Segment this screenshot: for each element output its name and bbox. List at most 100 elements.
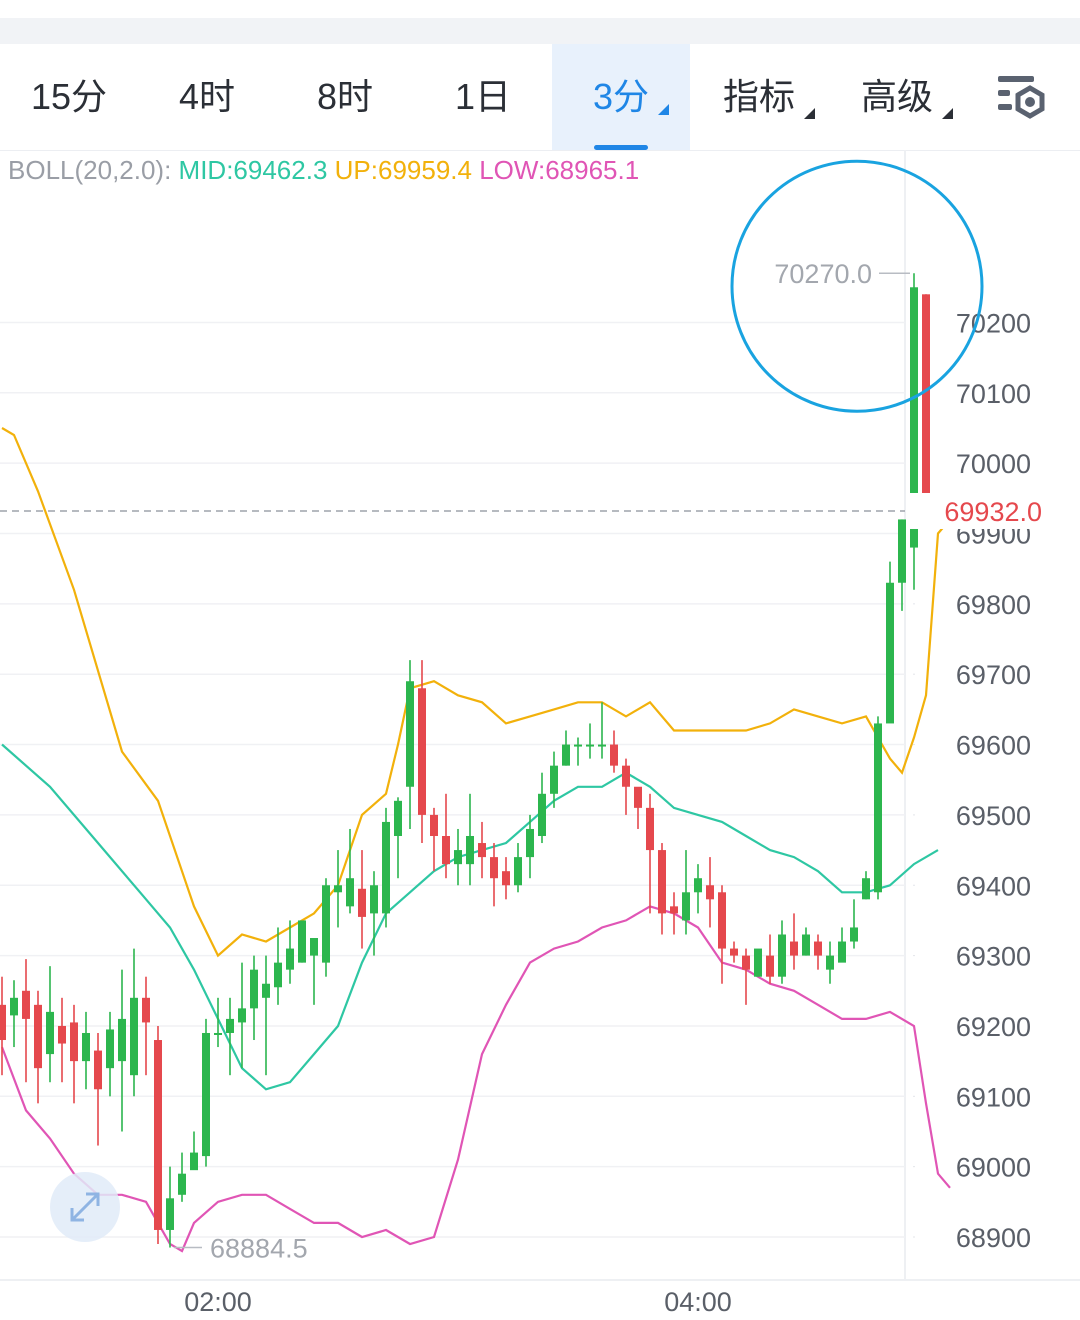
current-price-label: 69932.0	[944, 497, 1042, 527]
candle-body	[214, 1032, 222, 1035]
candle-body	[154, 1040, 162, 1230]
candle-body	[706, 885, 714, 900]
chart-settings-icon[interactable]	[990, 70, 1050, 126]
tab-15min[interactable]: 15分	[30, 76, 108, 117]
candle-body	[22, 990, 30, 1019]
candle-body	[106, 1029, 114, 1069]
candle-body	[442, 836, 450, 865]
candle-body	[418, 688, 426, 815]
status-strip	[0, 0, 1080, 18]
candle-body	[466, 836, 474, 865]
boll-low-value: LOW:68965.1	[479, 155, 640, 185]
tab-indicators-label: 指标	[722, 76, 795, 117]
candle-body	[190, 1152, 198, 1171]
tab-3min[interactable]: 3分	[552, 44, 690, 150]
candle-body	[406, 681, 414, 787]
y-tick-label: 69800	[956, 590, 1031, 620]
candle-body	[646, 807, 654, 851]
candle-body	[286, 948, 294, 970]
candle-body	[682, 892, 690, 921]
y-tick-label: 69000	[956, 1153, 1031, 1183]
x-tick-label: 02:00	[184, 1287, 252, 1317]
candle-body	[634, 786, 642, 808]
candle-body	[490, 857, 498, 879]
y-tick-label: 69700	[956, 660, 1031, 690]
y-tick-label: 69400	[956, 871, 1031, 901]
candle-body	[802, 934, 810, 956]
candle-body	[826, 955, 834, 970]
candle-body	[514, 857, 522, 886]
candle-body	[178, 1173, 186, 1195]
candlestick-chart[interactable]: 7020070100700006990069800697006960069500…	[0, 150, 1080, 1320]
min-price-label: 68884.5	[210, 1234, 308, 1264]
candle-body	[766, 955, 774, 977]
tab-1d[interactable]: 1日	[454, 76, 512, 117]
candle-body	[142, 997, 150, 1023]
candle-body	[742, 955, 750, 970]
candle-body	[550, 765, 558, 794]
candle-body	[370, 885, 378, 914]
candle-body	[358, 888, 366, 917]
candle-body	[46, 1011, 54, 1055]
candle-body	[694, 878, 702, 893]
y-tick-label: 69300	[956, 942, 1031, 972]
candle-body	[502, 871, 510, 886]
candle-body	[862, 878, 870, 900]
candle-body	[10, 997, 18, 1016]
candle-body	[838, 941, 846, 963]
tab-4h[interactable]: 4时	[178, 76, 236, 117]
candle-body	[322, 885, 330, 963]
y-tick-label: 70000	[956, 449, 1031, 479]
candle-body	[562, 744, 570, 766]
y-tick-label: 68900	[956, 1223, 1031, 1253]
candle-body	[334, 885, 342, 893]
y-tick-label: 69500	[956, 801, 1031, 831]
y-tick-label: 69100	[956, 1082, 1031, 1112]
candle-body	[118, 1018, 126, 1062]
tab-3min-label: 3分	[592, 76, 650, 117]
candle-body	[274, 962, 282, 988]
tab-advanced-label: 高级	[860, 76, 933, 117]
candle-body	[886, 582, 894, 724]
candle-body	[250, 969, 258, 1009]
candle-body	[778, 934, 786, 977]
candle-body	[790, 941, 798, 956]
candle-body	[298, 920, 306, 963]
candle-body	[898, 519, 906, 583]
candle-body	[910, 287, 918, 548]
candle-body	[658, 850, 666, 914]
candle-body	[82, 1032, 90, 1062]
candle-body	[610, 744, 618, 766]
max-price-label: 70270.0	[774, 259, 872, 289]
candle-body	[310, 938, 318, 956]
boll-mid-value: MID:69462.3	[178, 155, 328, 185]
candle-body	[622, 765, 630, 787]
tab-8h[interactable]: 8时	[316, 76, 374, 117]
candle-body	[226, 1018, 234, 1033]
candle-body	[454, 850, 462, 865]
candle-body	[70, 1022, 78, 1062]
dropdown-triangle-icon	[942, 108, 953, 119]
current-price-label-bg	[907, 492, 1080, 529]
candle-body	[478, 843, 486, 858]
candle-body	[166, 1198, 174, 1230]
highlight-circle	[730, 159, 984, 413]
active-tab-indicator	[594, 145, 648, 150]
tab-advanced[interactable]: 高级	[828, 44, 966, 150]
tab-indicators[interactable]: 指标	[690, 44, 828, 150]
y-tick-label: 70100	[956, 379, 1031, 409]
candle-body	[94, 1050, 102, 1090]
candle-body	[382, 821, 390, 914]
candle-body	[874, 723, 882, 893]
expand-arrows-icon[interactable]	[50, 1172, 120, 1242]
candle-body	[130, 997, 138, 1076]
boll-indicator-legend: BOLL(20,2.0): MID:69462.3 UP:69959.4 LOW…	[8, 152, 639, 188]
candle-body	[814, 941, 822, 956]
candle-body	[754, 948, 762, 977]
boll-up-value: UP:69959.4	[334, 155, 472, 185]
interval-tab-bar: 15分 4时 8时 1日 3分 指标 高级	[0, 44, 1080, 151]
candle-body	[730, 948, 738, 956]
y-tick-label: 69600	[956, 731, 1031, 761]
dropdown-triangle-icon	[658, 104, 669, 115]
boll-upper-line	[1, 427, 951, 958]
